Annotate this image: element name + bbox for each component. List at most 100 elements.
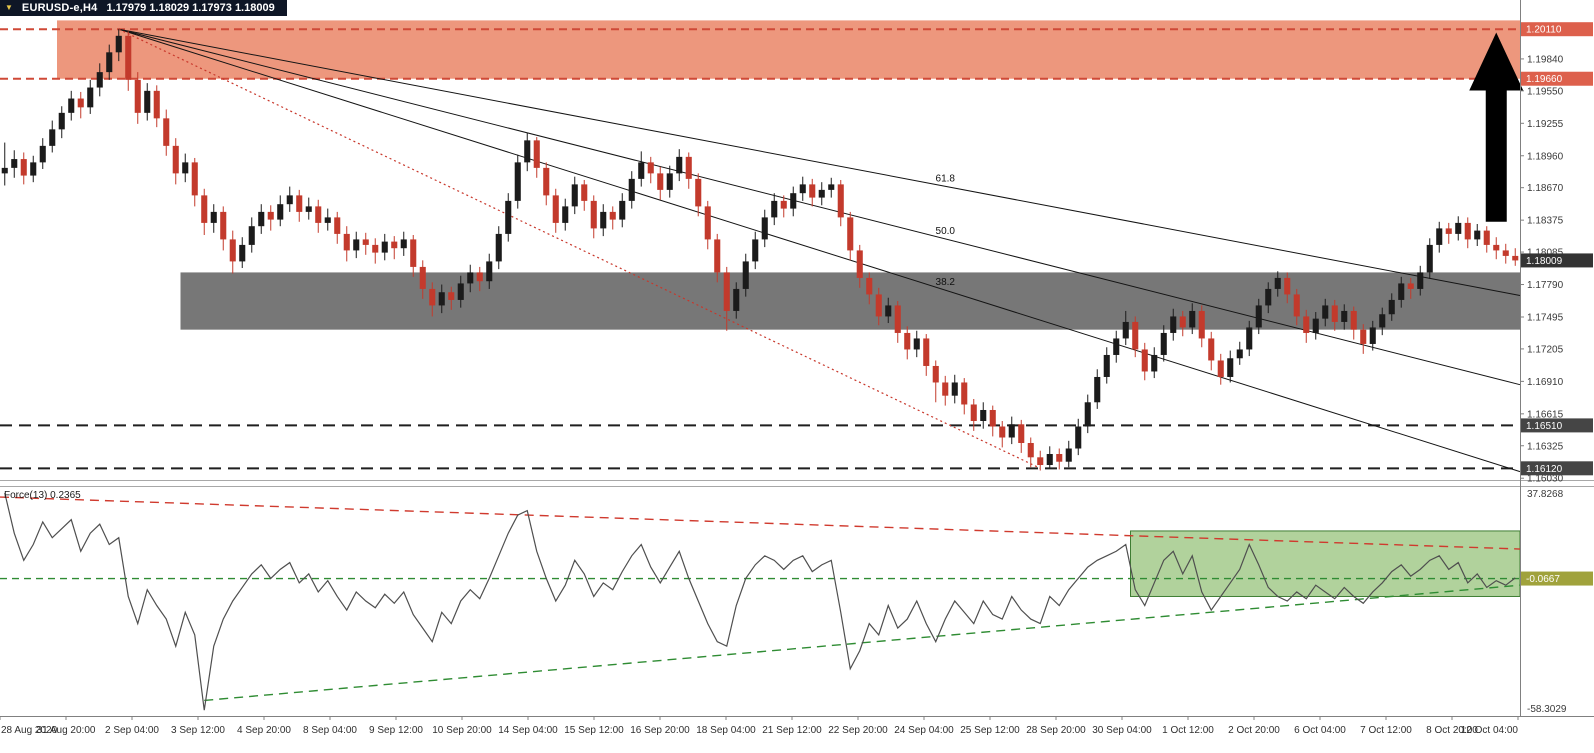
candle-down <box>315 206 322 223</box>
price-level-badge: 1.19660 <box>1521 71 1593 86</box>
candle-down <box>134 79 141 113</box>
candle-up <box>115 35 122 53</box>
time-axis-label: 24 Sep 04:00 <box>894 725 954 736</box>
candle-up <box>1103 354 1110 377</box>
svg-text:1.16120: 1.16120 <box>1526 464 1563 475</box>
candle-down <box>533 140 540 168</box>
candle-up <box>828 184 835 190</box>
candle-down <box>391 241 398 249</box>
candle-up <box>324 217 331 223</box>
candle-down <box>1027 443 1034 458</box>
candle-down <box>1056 454 1063 462</box>
price-axis-label: 1.17205 <box>1527 344 1564 355</box>
candle-up <box>1388 299 1395 315</box>
candle-down <box>1018 424 1025 444</box>
candle-up <box>457 283 464 300</box>
candle-down <box>476 272 483 282</box>
candle-down <box>856 250 863 278</box>
candle-up <box>68 98 75 113</box>
time-axis-label: 10 Sep 20:00 <box>432 725 492 736</box>
candle-down <box>543 167 550 196</box>
time-axis-label: 9 Sep 12:00 <box>369 725 423 736</box>
time-axis-label: 6 Oct 04:00 <box>1294 725 1346 736</box>
candle-down <box>1502 250 1509 256</box>
price-axis-label: 1.19255 <box>1527 119 1564 130</box>
candle-down <box>410 239 417 267</box>
candle-down <box>1493 244 1500 251</box>
candle-up <box>638 162 645 179</box>
chart-ohlc-values: 1.17979 1.18029 1.17973 1.18009 <box>106 2 275 14</box>
indicator-name-label: Force(13) 0.2365 <box>4 490 81 501</box>
candle-down <box>704 206 711 240</box>
candle-up <box>1417 272 1424 289</box>
candle-up <box>1379 314 1386 328</box>
candle-down <box>932 365 939 383</box>
candle-down <box>961 382 968 405</box>
pane-separator[interactable] <box>0 479 1594 487</box>
indicator-level-badge: -0.0667 <box>1521 571 1593 586</box>
time-axis-label: 21 Sep 12:00 <box>762 725 822 736</box>
candle-down <box>970 404 977 421</box>
candle-up <box>1341 310 1348 322</box>
candle-up <box>1322 305 1329 319</box>
candle-up <box>495 233 502 262</box>
candle-up <box>771 200 778 218</box>
time-axis-label: 7 Oct 12:00 <box>1360 725 1412 736</box>
candle-up <box>1046 454 1053 466</box>
candle-down <box>77 98 84 108</box>
svg-text:-0.0667: -0.0667 <box>1526 574 1560 585</box>
candle-up <box>514 162 521 201</box>
candle-up <box>400 239 407 249</box>
svg-text:1.16510: 1.16510 <box>1526 421 1563 432</box>
candle-down <box>448 292 455 300</box>
candle-down <box>590 200 597 229</box>
candle-down <box>20 159 27 176</box>
candle-down <box>1445 228 1452 234</box>
indicator-highlight-box <box>1130 530 1521 597</box>
candle-up <box>210 211 217 223</box>
demand-zone <box>180 272 1520 330</box>
candle-down <box>1350 310 1357 330</box>
candle-down <box>609 211 616 220</box>
time-axis-label: 22 Sep 20:00 <box>828 725 888 736</box>
candle-up <box>600 211 607 229</box>
candle-down <box>1331 305 1338 322</box>
candle-up <box>562 206 569 223</box>
candle-up <box>666 173 673 190</box>
price-axis-label: 1.17495 <box>1527 312 1564 323</box>
candle-up <box>1151 354 1158 372</box>
price-level-badge: 1.16120 <box>1521 461 1593 476</box>
candle-up <box>1474 230 1481 240</box>
candle-down <box>1208 338 1215 361</box>
price-level-badge: 1.16510 <box>1521 418 1593 433</box>
price-axis-label: 1.18085 <box>1527 248 1564 259</box>
candle-down <box>125 35 132 80</box>
time-axis-label: 28 Sep 20:00 <box>1026 725 1086 736</box>
candle-up <box>106 52 113 73</box>
svg-text:1.20110: 1.20110 <box>1526 25 1562 36</box>
price-axis-label: 1.18960 <box>1527 151 1564 162</box>
candle-up <box>239 244 246 262</box>
candle-down <box>191 162 198 196</box>
candle-up <box>1094 376 1101 403</box>
candle-up <box>1236 349 1243 359</box>
descending-dotted-trendline <box>118 28 1041 469</box>
candle-up <box>39 145 46 163</box>
candle-down <box>875 294 882 317</box>
price-axis-label: 1.19550 <box>1527 86 1564 97</box>
time-axis-label: 1 Oct 12:00 <box>1162 725 1214 736</box>
candle-up <box>1 167 8 174</box>
candle-down <box>809 184 816 198</box>
candle-up <box>11 159 18 168</box>
price-axis-label: 1.16325 <box>1527 441 1564 452</box>
candle-up <box>818 189 825 198</box>
candle-up <box>30 162 37 176</box>
candle-down <box>267 211 274 220</box>
force-index-line <box>4 492 1516 711</box>
time-axis-label: 8 Sep 04:00 <box>303 725 357 736</box>
candle-down <box>1217 360 1224 377</box>
candle-up <box>913 338 920 350</box>
candle-down <box>999 426 1006 438</box>
fib-fan-line <box>118 28 1521 297</box>
